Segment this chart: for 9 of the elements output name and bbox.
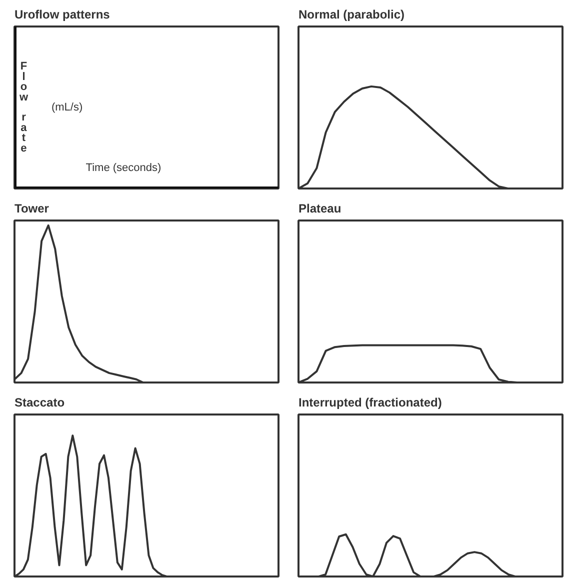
text: (mL/s) — [51, 102, 83, 114]
chart-title: Normal (parabolic) — [298, 8, 405, 22]
chart-title: Staccato — [14, 396, 65, 410]
chart-title: Tower — [14, 202, 50, 216]
chart-title: Interrupted (fractionated) — [298, 396, 442, 410]
chart-title: Plateau — [298, 202, 342, 216]
text: Time (seconds) — [86, 162, 162, 174]
text: Uroflow patterns — [14, 8, 110, 22]
text: Flow rate — [18, 60, 28, 154]
